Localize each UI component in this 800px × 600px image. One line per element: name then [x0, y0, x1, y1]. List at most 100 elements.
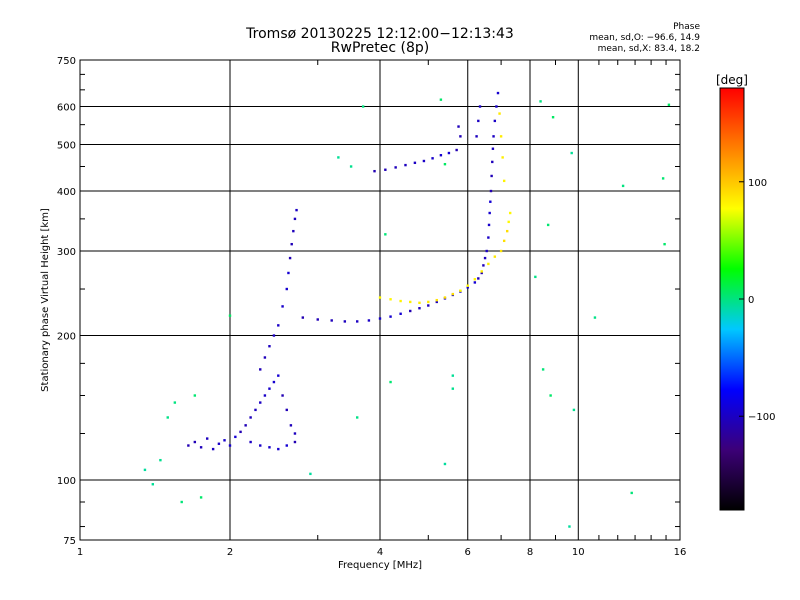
echo-point — [281, 305, 284, 308]
y-tick-label: 600 — [57, 103, 76, 114]
echo-point — [568, 525, 571, 528]
phase-stats-o-mode: mean, sd,O: −96.6, 14.9 — [589, 33, 700, 43]
echo-point — [394, 166, 397, 169]
echo-point — [285, 444, 288, 447]
echo-point — [287, 271, 290, 275]
grid-lines — [80, 60, 680, 540]
y-tick-label: 100 — [57, 476, 76, 487]
y-tick-label: 300 — [57, 247, 76, 258]
echo-point — [193, 394, 197, 397]
echo-point — [447, 151, 451, 155]
echo-point — [499, 249, 503, 253]
colorbar-label: [deg] — [716, 73, 748, 87]
echo-point — [661, 177, 665, 180]
echo-point — [277, 324, 280, 327]
echo-point — [451, 387, 455, 390]
echo-point — [293, 432, 297, 435]
echo-point — [268, 345, 271, 348]
echo-point — [546, 223, 550, 227]
x-tick-label: 6 — [465, 547, 471, 558]
echo-point — [418, 307, 421, 310]
plot-frame — [79, 59, 681, 541]
echo-point — [487, 223, 491, 227]
echo-point — [254, 408, 257, 412]
echo-point — [173, 401, 177, 404]
echo-point — [496, 91, 500, 95]
echo-point — [487, 262, 490, 266]
echo-point — [249, 440, 252, 444]
echo-point — [439, 154, 443, 157]
echo-point — [293, 217, 297, 221]
echo-point — [239, 430, 242, 434]
echo-point — [367, 319, 371, 322]
echo-point — [361, 105, 365, 108]
echo-point — [409, 300, 412, 304]
echo-point — [491, 147, 495, 150]
echo-point — [621, 184, 625, 188]
echo-point — [459, 135, 462, 138]
echo-point — [343, 320, 347, 323]
echo-point — [477, 119, 480, 123]
echo-point — [259, 401, 262, 404]
echo-point — [489, 200, 492, 203]
axis-ticks: 1 2 4 6 8 10 16 75 100 200 300 400 500 600 750 — [57, 56, 686, 558]
echo-point — [228, 314, 232, 317]
echo-point — [289, 424, 293, 427]
echo-point — [180, 500, 183, 504]
echo-point — [293, 440, 297, 444]
echo-point — [277, 374, 280, 377]
echo-point — [630, 491, 633, 495]
echo-point — [399, 312, 402, 315]
x-axis-label: Frequency [MHz] — [338, 560, 422, 571]
echo-point — [413, 161, 417, 165]
chart-subtitle: RwPretec (8p) — [330, 40, 430, 56]
colorbar-tick-label: −100 — [748, 412, 775, 423]
echo-point — [418, 301, 421, 305]
echo-point — [488, 211, 491, 215]
echo-point — [211, 447, 215, 451]
echo-point — [217, 442, 221, 445]
y-tick-label: 75 — [63, 536, 76, 547]
echo-point — [277, 447, 280, 451]
echo-point — [166, 416, 169, 419]
echo-point — [443, 296, 447, 299]
x-tick-label: 16 — [674, 547, 687, 558]
echo-point — [389, 298, 392, 301]
echo-point — [301, 316, 305, 319]
echo-point — [309, 472, 312, 476]
echo-point — [268, 387, 271, 390]
echo-point — [493, 119, 497, 123]
echo-point — [272, 334, 276, 337]
echo-point — [228, 444, 232, 447]
echo-point — [487, 236, 490, 239]
echo-point — [193, 440, 197, 444]
echo-point — [435, 298, 438, 302]
y-tick-label: 750 — [57, 56, 76, 67]
echo-point — [285, 408, 288, 412]
echo-point — [667, 103, 671, 106]
echo-point — [508, 211, 512, 215]
echo-point — [422, 159, 426, 163]
echo-point — [378, 296, 382, 299]
echo-point — [439, 98, 443, 101]
echo-point — [295, 208, 298, 212]
echo-point — [480, 270, 483, 273]
echo-point — [435, 300, 438, 304]
echo-point — [490, 174, 493, 178]
echo-point — [389, 380, 392, 384]
echo-point — [551, 116, 555, 119]
y-tick-label: 500 — [57, 141, 76, 152]
echo-point — [539, 100, 542, 103]
echo-point — [263, 394, 267, 397]
phase-colorbar: [deg] 100 0 −100 — [716, 73, 775, 511]
echo-point — [593, 316, 597, 319]
x-tick-label: 10 — [572, 547, 585, 558]
echo-point — [505, 229, 509, 233]
echo-point — [355, 416, 359, 419]
echo-point — [404, 163, 407, 167]
echo-point — [355, 320, 359, 323]
echo-point — [483, 256, 487, 260]
echo-point — [451, 374, 455, 377]
echo-point — [187, 444, 190, 447]
